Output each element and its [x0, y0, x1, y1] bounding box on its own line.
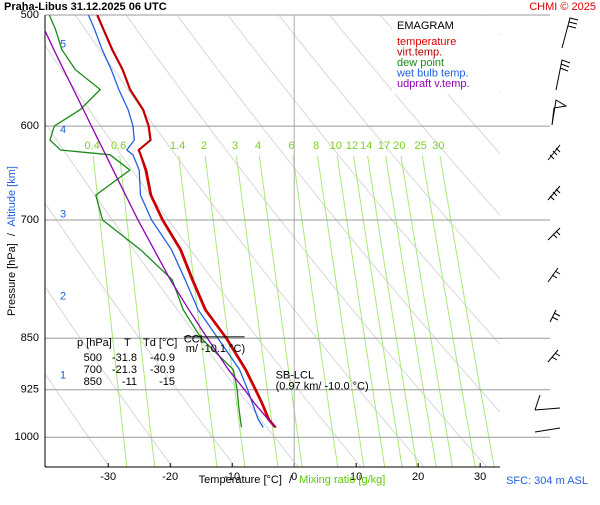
profile-line: [87, 15, 264, 428]
table-cell: -40.9: [150, 352, 175, 364]
annotation: SB-LCL: [276, 370, 315, 382]
profile-line: [45, 29, 276, 428]
table-cell: -15: [159, 376, 175, 388]
y-tick-label: 500: [21, 9, 39, 21]
dry-adiabat: [329, 15, 500, 217]
mixing-ratio-label: 4: [255, 140, 261, 152]
dry-adiabat: [45, 202, 236, 467]
dry-adiabat: [74, 15, 425, 467]
dry-adiabat: [45, 44, 362, 467]
altitude-tick-label: 5: [60, 39, 66, 51]
mixing-ratio-label: 3: [232, 140, 238, 152]
footer: SFC: 304 m ASL: [506, 475, 588, 487]
mixing-ratio-label: 12: [346, 140, 358, 152]
mixing-ratio-label: 17: [378, 140, 390, 152]
x-tick-label: 30: [474, 471, 486, 483]
altitude-tick-label: 4: [60, 124, 66, 136]
mixing-ratio-line: [292, 155, 339, 467]
table-cell: -11: [122, 376, 137, 388]
legend-entry: temperature: [397, 36, 456, 48]
mixing-ratio-line: [317, 155, 365, 467]
legend-box: [392, 16, 499, 94]
table-header: Td [°C]: [143, 337, 177, 349]
profile-line: [97, 15, 277, 428]
annotation: m/ -10.1 °C): [186, 343, 245, 355]
dry-adiabat: [45, 372, 111, 467]
mixing-ratio-label: 14: [360, 140, 372, 152]
altitude-tick-label: 3: [60, 209, 66, 221]
mixing-ratio-line: [119, 155, 156, 467]
y-tick-label: 850: [21, 332, 39, 344]
x-tick-label: 0: [291, 471, 297, 483]
legend-title: EMAGRAM: [397, 20, 454, 32]
y-tick-label: 1000: [15, 431, 39, 443]
altitude-tick-label: 2: [60, 291, 66, 303]
table-header: T: [124, 337, 131, 349]
x-tick-label: 20: [412, 471, 424, 483]
chart-title: Praha-Libus 31.12.2025 06 UTC: [4, 1, 167, 13]
table-cell: -21.3: [112, 364, 137, 376]
table-header: p [hPa]: [77, 337, 112, 349]
legend-entry: wet bulb temp.: [396, 67, 469, 79]
profile-line: [48, 15, 243, 428]
y-tick-label: 925: [21, 384, 39, 396]
mixing-ratio-line: [235, 155, 279, 467]
mixing-ratio-label: 30: [432, 140, 444, 152]
mixing-ratio-label: 2: [201, 140, 207, 152]
legend-entry: dew point: [397, 57, 444, 69]
altitude-tick-label: 1: [60, 370, 66, 382]
x-tick-label: 10: [350, 471, 362, 483]
table-cell: 700: [84, 364, 102, 376]
dry-adiabat: [227, 15, 500, 346]
mixing-ratio-label: 10: [330, 140, 342, 152]
dry-adiabat: [278, 15, 500, 280]
mixing-ratio-label: 6: [288, 140, 294, 152]
table-cell: -30.9: [150, 364, 175, 376]
mixing-ratio-label: 20: [393, 140, 405, 152]
x-tick-label: -10: [224, 471, 240, 483]
mixing-ratio-label: 1.4: [170, 140, 185, 152]
mixing-ratio-label: 25: [415, 140, 427, 152]
mixing-ratio-label: 0.6: [111, 140, 126, 152]
y-axis-label: Pressure [hPa] / Altitude [km]: [6, 166, 18, 316]
table-cell: 850: [84, 376, 102, 388]
table-cell: -31.8: [112, 352, 137, 364]
dry-adiabat: [533, 15, 600, 467]
legend-entry: udpraft v.temp.: [397, 78, 470, 90]
credit: CHMI © 2025: [529, 1, 596, 13]
dry-adiabat: [45, 121, 299, 467]
y-tick-label: 700: [21, 214, 39, 226]
mixing-ratio-line: [421, 155, 476, 467]
mixing-ratio-line: [385, 155, 437, 467]
y-tick-label: 600: [21, 120, 39, 132]
legend-entry: virt.temp.: [397, 46, 442, 58]
dry-adiabat: [45, 285, 173, 467]
mixing-ratio-label: 8: [313, 140, 319, 152]
dry-adiabat: [125, 15, 488, 467]
table-cell: 500: [84, 352, 102, 364]
x-tick-label: -30: [100, 471, 116, 483]
mixing-ratio-label: 0.4: [85, 140, 100, 152]
dry-adiabat: [481, 15, 500, 36]
mixing-ratio-line: [400, 155, 453, 467]
dry-adiabat: [380, 15, 500, 155]
x-axis-label: Temperature [°C] / Mixing ratio [g/kg]: [199, 474, 386, 486]
x-tick-label: -20: [162, 471, 178, 483]
wind-barbs: [534, 17, 579, 433]
annotation: (0.97 km/ -10.0 °C): [276, 380, 369, 392]
mixing-ratio-line: [367, 155, 418, 467]
